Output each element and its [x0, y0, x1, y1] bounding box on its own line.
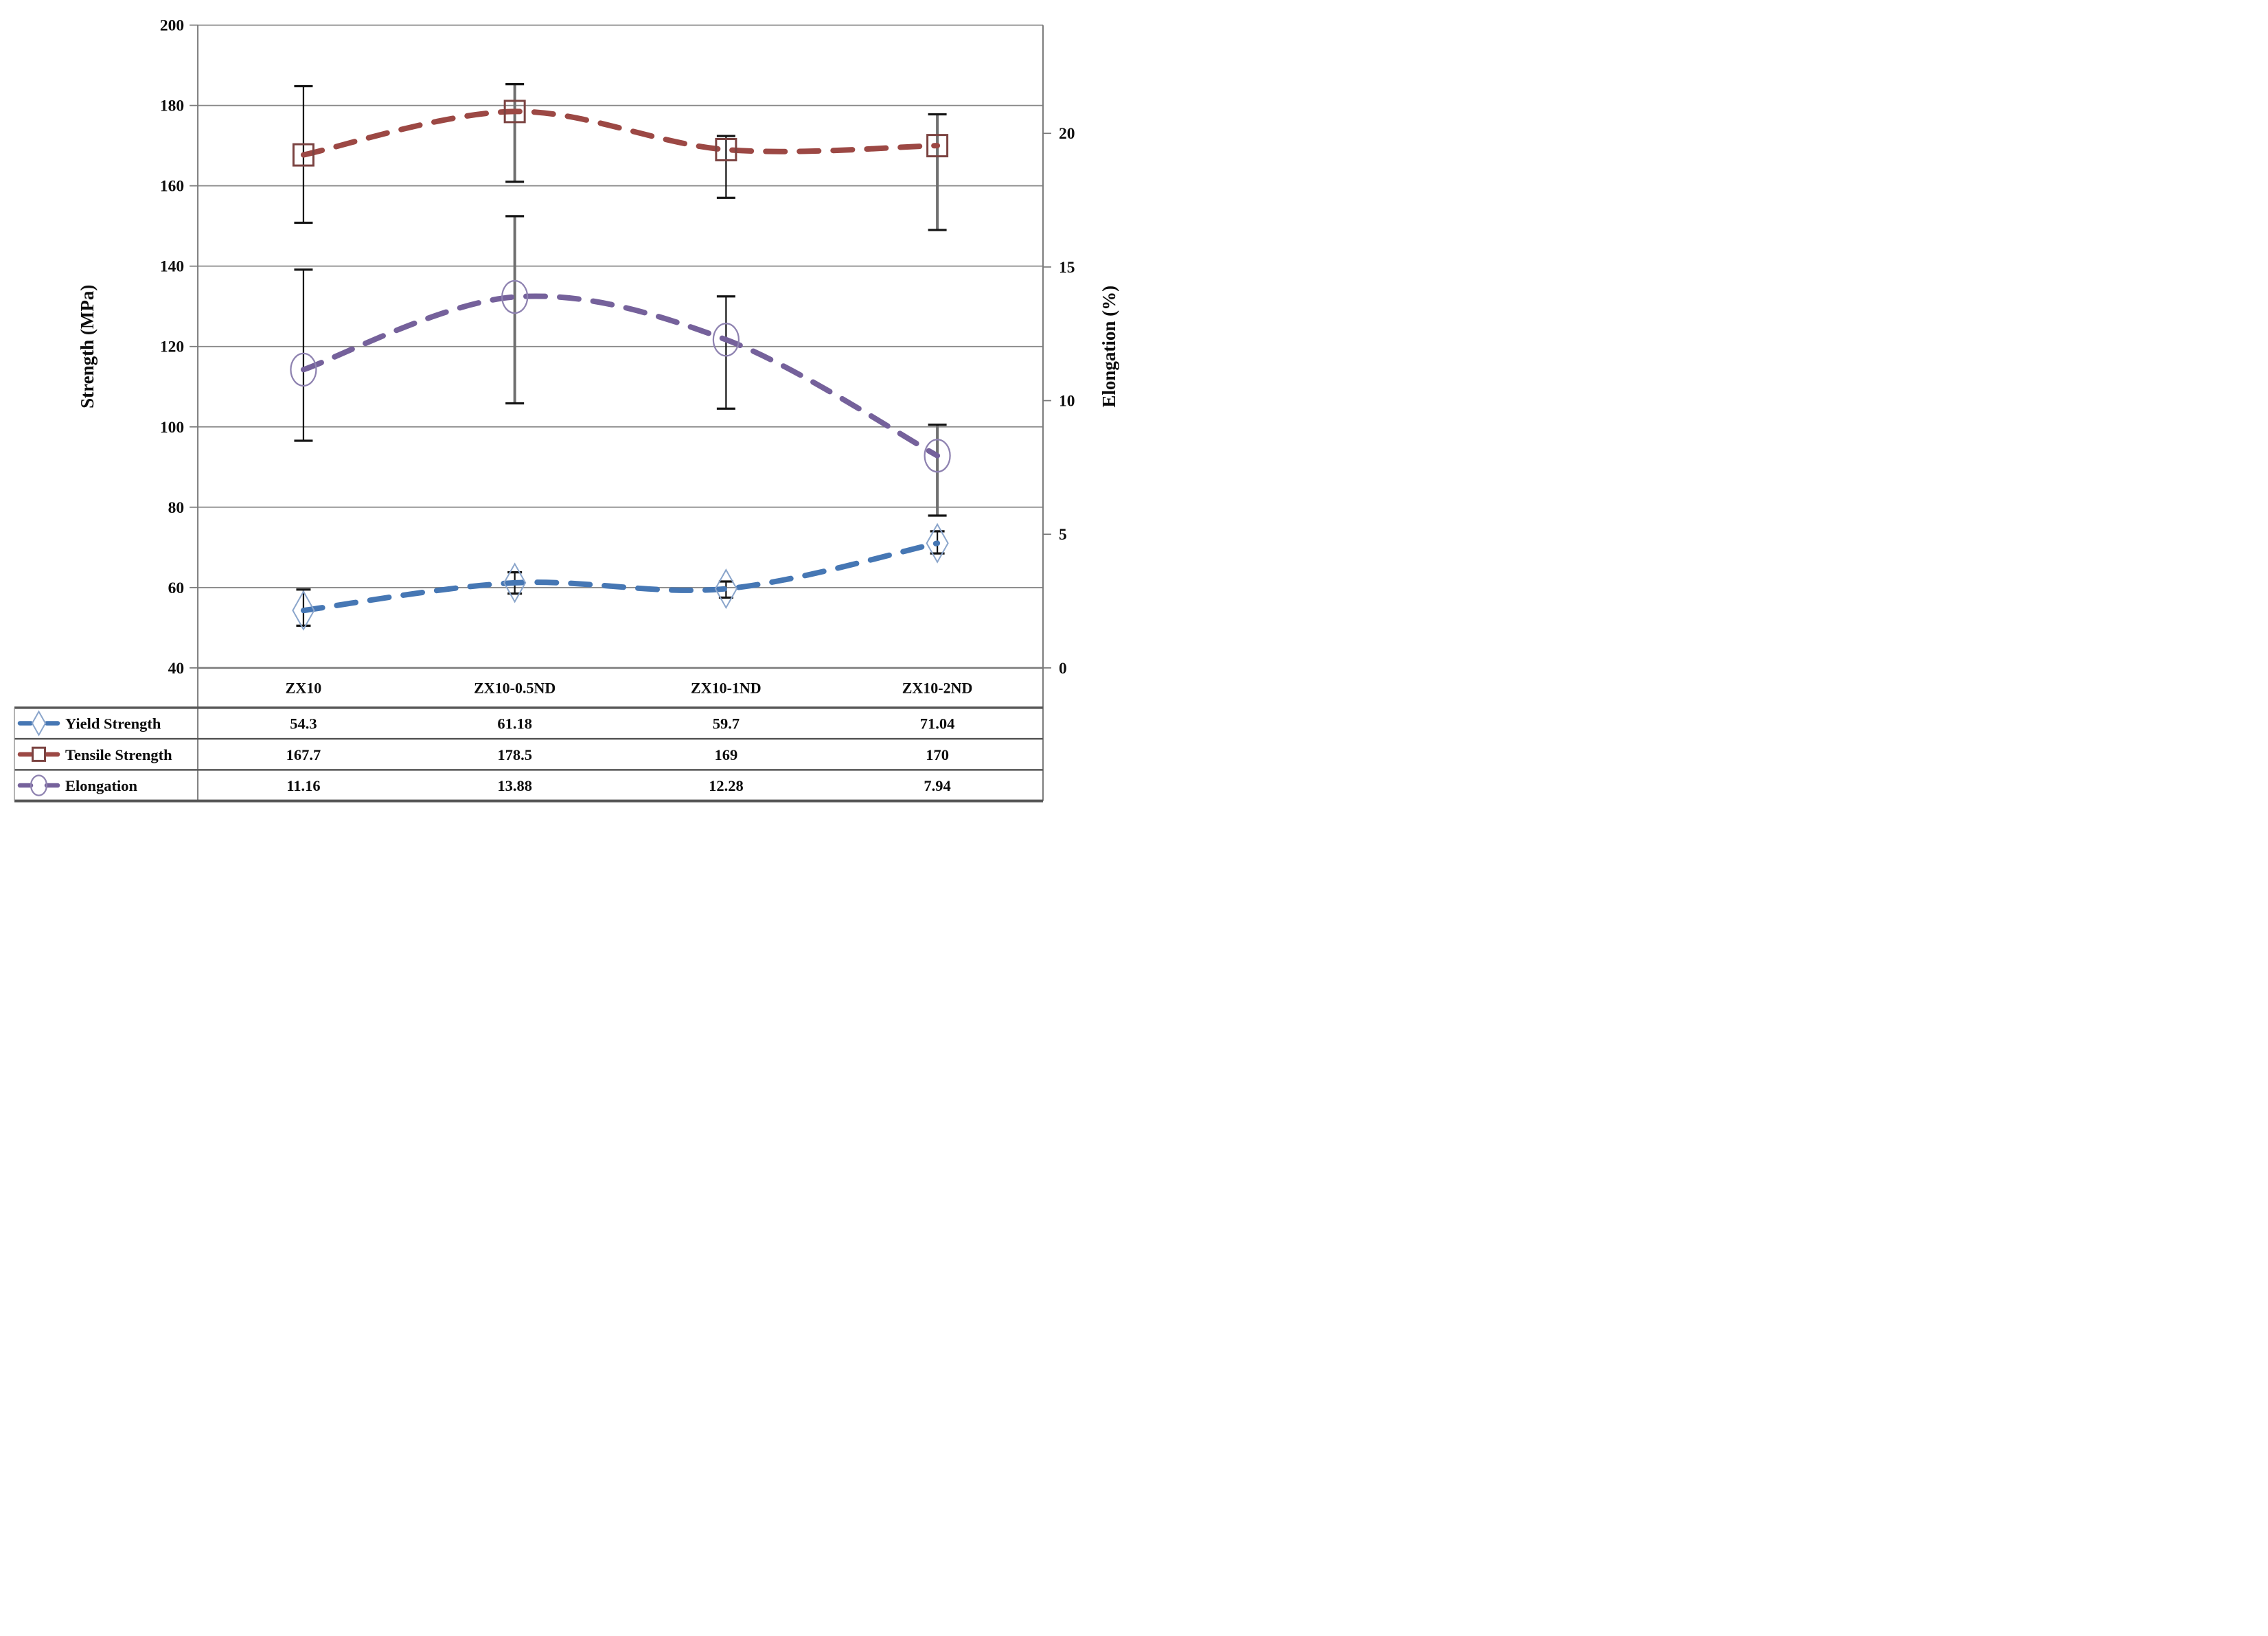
diamond-marker-icon — [31, 710, 47, 737]
left-axis-tick-label: 160 — [160, 178, 184, 196]
legend-label: Tensile Strength — [65, 746, 172, 763]
axis-layer: 200 180 160 140 120 100 80 60 40 0 5 10 15 20 ZX10 ZX10… — [160, 17, 1075, 801]
chart-page: 200 180 160 140 120 100 80 60 40 0 5 10 15 20 ZX10 ZX10… — [0, 0, 1134, 818]
circle-marker-icon — [924, 439, 951, 473]
circle-marker-icon — [30, 774, 48, 796]
table-cell-value: 59.7 — [713, 715, 740, 733]
legend-label: Elongation — [65, 777, 138, 794]
table-cell-value: 61.18 — [497, 715, 532, 733]
series-line-tensile-strength — [300, 108, 941, 158]
category-label: ZX10-2ND — [902, 679, 973, 696]
strength-elongation-chart: 200 180 160 140 120 100 80 60 40 0 5 10 15 20 ZX10 ZX10… — [14, 17, 1119, 803]
category-label: ZX10-1ND — [691, 679, 761, 696]
left-axis-title: Strength (MPa) — [77, 285, 98, 408]
right-axis-title: Elongation (%) — [1099, 286, 1119, 408]
square-marker-icon — [292, 143, 314, 167]
left-axis-tick-label: 60 — [168, 579, 185, 597]
table-cell-value: 11.16 — [286, 777, 320, 794]
right-axis-tick-label: 10 — [1059, 393, 1075, 411]
marker-layer — [290, 100, 951, 631]
circle-marker-icon — [290, 352, 317, 387]
table-cell-value: 178.5 — [497, 746, 532, 763]
square-marker-icon — [503, 100, 526, 124]
data-table-layer: Yield Strength 54.3 61.18 59.7 71.04 Tensile … — [14, 706, 1043, 803]
diamond-marker-icon — [503, 562, 527, 603]
errorbar-layer — [294, 82, 947, 627]
square-marker-icon — [715, 137, 737, 161]
table-cell-value: 169 — [715, 746, 738, 763]
left-axis-tick-label: 40 — [168, 660, 185, 678]
circle-marker-icon — [501, 279, 529, 314]
diamond-marker-icon — [292, 590, 315, 631]
right-axis-tick-label: 5 — [1059, 526, 1067, 544]
legend-label: Yield Strength — [65, 715, 161, 733]
series-line-elongation — [300, 293, 941, 459]
diamond-marker-icon — [926, 522, 949, 564]
right-axis-tick-label: 20 — [1059, 125, 1075, 143]
right-axis-tick-label: 15 — [1059, 259, 1075, 277]
left-axis-tick-label: 180 — [160, 97, 184, 115]
series-line-yield-strength — [300, 540, 941, 614]
category-label: ZX10 — [286, 679, 322, 696]
left-axis-tick-label: 120 — [160, 338, 184, 356]
category-label: ZX10-0.5ND — [474, 679, 555, 696]
square-marker-icon — [32, 746, 47, 762]
table-cell-value: 71.04 — [920, 715, 955, 733]
left-axis-tick-label: 80 — [168, 499, 185, 517]
right-axis-tick-label: 0 — [1059, 660, 1067, 678]
square-marker-icon — [926, 134, 949, 158]
series-layer — [300, 108, 941, 614]
left-axis-tick-label: 140 — [160, 258, 184, 276]
diamond-marker-icon — [714, 568, 738, 610]
circle-marker-icon — [712, 323, 740, 357]
table-cell-value: 13.88 — [497, 777, 532, 794]
table-cell-value: 12.28 — [709, 777, 744, 794]
left-axis-tick-label: 200 — [160, 17, 184, 35]
table-cell-value: 54.3 — [290, 715, 317, 733]
left-axis-tick-label: 100 — [160, 419, 184, 437]
table-cell-value: 167.7 — [286, 746, 321, 763]
gridline-layer — [198, 24, 1043, 669]
table-cell-value: 170 — [926, 746, 949, 763]
table-cell-value: 7.94 — [924, 777, 950, 794]
